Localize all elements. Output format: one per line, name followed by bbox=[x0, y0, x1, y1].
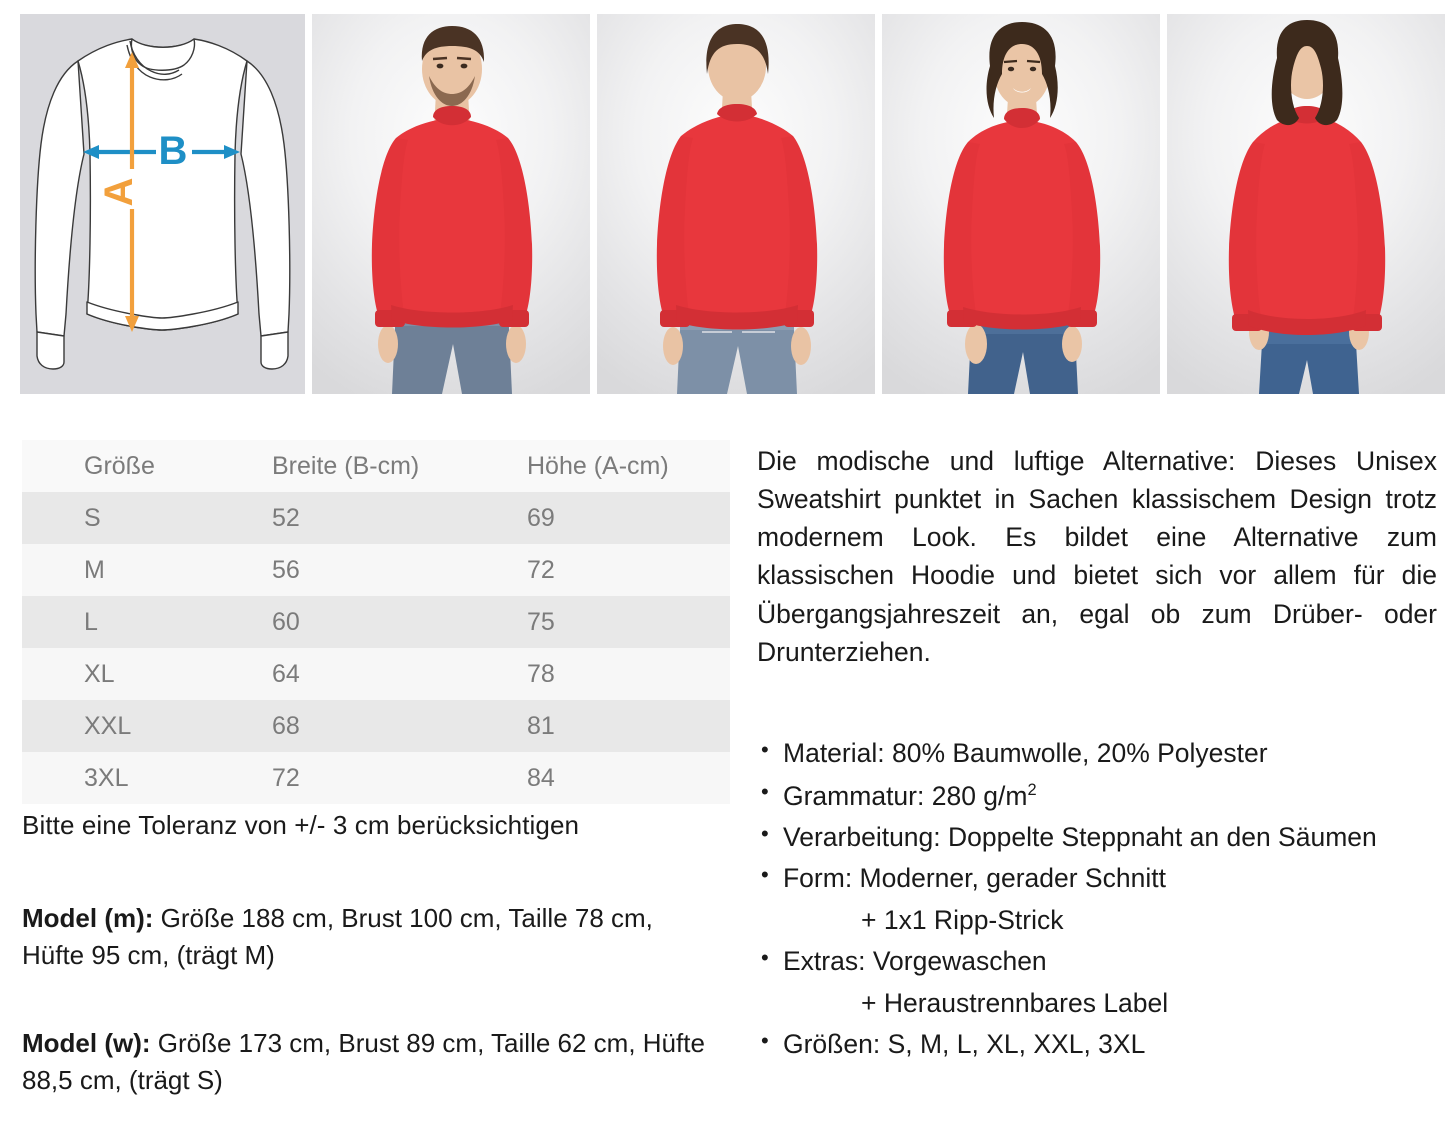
cell-hoehe: 84 bbox=[527, 763, 555, 792]
cell-breite: 56 bbox=[272, 555, 300, 584]
spec-text: Größen: S, M, L, XL, XXL, 3XL bbox=[783, 1029, 1146, 1060]
tolerance-note: Bitte eine Toleranz von +/- 3 cm berücks… bbox=[22, 810, 580, 840]
height-arrow-a bbox=[125, 52, 139, 332]
cell-size: 3XL bbox=[84, 763, 129, 792]
description-paragraph: Die modische und luftige Alternative: Di… bbox=[757, 446, 1437, 667]
column-header-hoehe: Höhe (A-cm) bbox=[527, 451, 669, 480]
female-front-figure bbox=[943, 22, 1101, 394]
cell-hoehe: 78 bbox=[527, 659, 555, 688]
spec-grammatur: Grammatur: 280 g/m2 bbox=[757, 780, 1445, 811]
product-description: Die modische und luftige Alternative: Di… bbox=[757, 442, 1437, 671]
cell-size: L bbox=[84, 607, 98, 636]
female-back-figure bbox=[1228, 20, 1386, 394]
spec-text: Material: 80% Baumwolle, 20% Polyester bbox=[783, 738, 1268, 768]
spec-extras: Extras: Vorgewaschen bbox=[757, 946, 1445, 977]
model-male-info: Model (m): Größe 188 cm, Brust 100 cm, T… bbox=[22, 900, 722, 974]
cell-breite: 72 bbox=[272, 763, 300, 792]
column-header-size: Größe bbox=[84, 451, 155, 480]
spec-text: + 1x1 Ripp-Strick bbox=[861, 904, 1064, 935]
spec-superscript: 2 bbox=[1027, 780, 1037, 799]
photo-model-male-front bbox=[312, 14, 590, 394]
cell-hoehe: 75 bbox=[527, 607, 555, 636]
spec-extras-sub: + Heraustrennbares Label bbox=[757, 990, 1445, 1017]
cell-breite: 64 bbox=[272, 659, 300, 688]
width-arrow-b bbox=[83, 145, 240, 159]
model-female-details: Größe 173 cm, Brust 89 cm, Taille 62 cm,… bbox=[22, 1028, 705, 1095]
product-image-strip: B A bbox=[20, 14, 1445, 394]
photo-model-female-front bbox=[882, 14, 1160, 394]
details-section: Größe Breite (B-cm) Höhe (A-cm) S 52 69 … bbox=[0, 400, 1445, 1145]
table-row: S 52 69 bbox=[22, 492, 730, 544]
cell-hoehe: 69 bbox=[527, 503, 555, 532]
model-female-label: Model (w): bbox=[22, 1028, 151, 1058]
spec-text: Verarbeitung: Doppelte Steppnaht an den … bbox=[783, 821, 1377, 852]
cell-size: M bbox=[84, 555, 105, 584]
spec-text: Extras: Vorgewaschen bbox=[783, 946, 1047, 977]
photo-model-male-back bbox=[597, 14, 875, 394]
column-header-breite: Breite (B-cm) bbox=[272, 451, 420, 480]
cell-size: S bbox=[84, 503, 101, 532]
photo-model-female-back bbox=[1167, 14, 1445, 394]
sweatshirt-technical-drawing-icon: B A bbox=[34, 38, 291, 370]
spec-form-sub: + 1x1 Ripp-Strick bbox=[757, 907, 1445, 934]
width-label-b: B bbox=[159, 129, 188, 173]
table-header-row: Größe Breite (B-cm) Höhe (A-cm) bbox=[22, 440, 730, 492]
product-specs-list: Material: 80% Baumwolle, 20% Polyester G… bbox=[757, 738, 1445, 1073]
model-female-info: Model (w): Größe 173 cm, Brust 89 cm, Ta… bbox=[22, 1025, 722, 1099]
panel-technical-drawing: B A bbox=[20, 14, 305, 394]
spec-groessen: Größen: S, M, L, XL, XXL, 3XL bbox=[757, 1029, 1445, 1060]
cell-breite: 68 bbox=[272, 711, 300, 740]
male-front-figure bbox=[371, 26, 533, 394]
spec-form: Form: Moderner, gerader Schnitt bbox=[757, 863, 1445, 894]
height-label-a: A bbox=[97, 178, 141, 207]
cell-size: XXL bbox=[84, 711, 132, 740]
model-male-details: Größe 188 cm, Brust 100 cm, Taille 78 cm… bbox=[22, 903, 653, 970]
table-row: 3XL 72 84 bbox=[22, 752, 730, 804]
table-row: L 60 75 bbox=[22, 596, 730, 648]
cell-hoehe: 81 bbox=[527, 711, 555, 740]
table-body: S 52 69 M 56 72 L 60 75 XL 64 78 XXL 68 bbox=[22, 492, 730, 804]
table-row: XL 64 78 bbox=[22, 648, 730, 700]
table-row: XXL 68 81 bbox=[22, 700, 730, 752]
spec-verarbeitung: Verarbeitung: Doppelte Steppnaht an den … bbox=[757, 821, 1445, 852]
cell-size: XL bbox=[84, 659, 115, 688]
male-back-figure bbox=[656, 24, 818, 394]
spec-text: + Heraustrennbares Label bbox=[861, 987, 1169, 1018]
spec-material: Material: 80% Baumwolle, 20% Polyester bbox=[757, 738, 1445, 768]
cell-breite: 52 bbox=[272, 503, 300, 532]
spec-text: Form: Moderner, gerader Schnitt bbox=[783, 863, 1166, 894]
cell-breite: 60 bbox=[272, 607, 300, 636]
cell-hoehe: 72 bbox=[527, 555, 555, 584]
size-chart-table: Größe Breite (B-cm) Höhe (A-cm) S 52 69 … bbox=[22, 440, 730, 804]
model-male-label: Model (m): bbox=[22, 903, 154, 933]
table-row: M 56 72 bbox=[22, 544, 730, 596]
spec-text: Grammatur: 280 g/m bbox=[783, 780, 1028, 811]
